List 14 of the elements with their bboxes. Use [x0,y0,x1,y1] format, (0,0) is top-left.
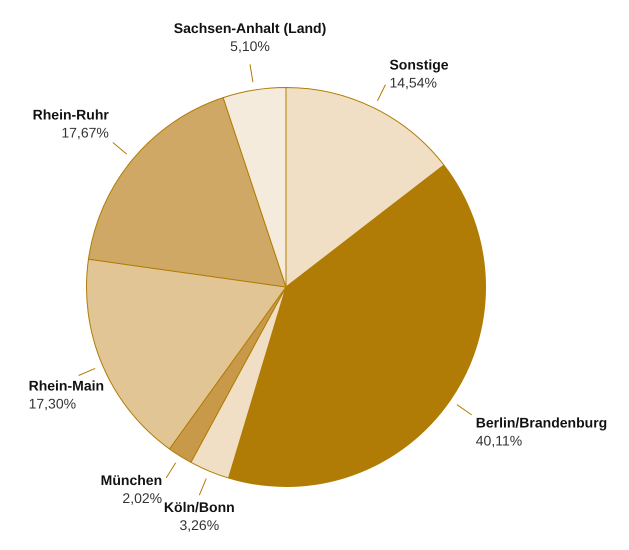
slice-label: München [100,472,162,488]
slice-label: Sonstige [389,56,449,72]
data-label: 14,54% [389,74,437,90]
slice-label: Sachsen-Anhalt (Land) [174,20,326,36]
data-label: 2,02% [122,490,162,506]
data-label: 40,11% [476,432,522,449]
data-label: 5,10% [230,38,270,54]
slice-label: Köln/Bonn [164,499,235,516]
slice-label: Berlin/Brandenburg [476,414,608,431]
data-label: 17,67% [61,124,109,140]
slice-label: Rhein-Main [28,377,104,394]
data-label: 17,30% [28,395,76,412]
data-label: 3,26% [179,517,220,534]
slice-label: Rhein-Ruhr [32,106,110,122]
